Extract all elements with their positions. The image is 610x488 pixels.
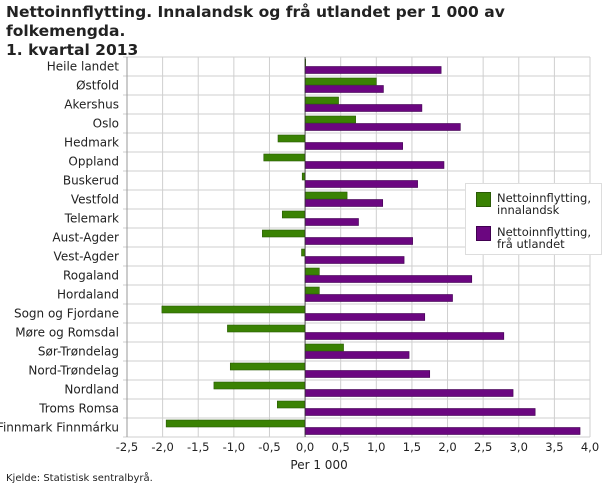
category-label: Østfold: [76, 79, 119, 93]
category-label: Sogn og Fjordane: [14, 307, 119, 321]
bar-innalandsk: [227, 324, 306, 333]
bar-innalandsk: [281, 210, 306, 219]
bar-innalandsk: [165, 419, 306, 428]
category-label: Sør-Trøndelag: [38, 345, 119, 359]
bar-utlandet: [304, 389, 514, 397]
bar-utlandet: [304, 408, 536, 416]
x-tick-label: -2,0: [151, 440, 173, 454]
x-axis-label: Per 1 000: [290, 458, 347, 472]
legend-label: Nettoinnflytting, innalandsk: [497, 191, 592, 217]
bar-utlandet: [304, 313, 426, 321]
bar-innalandsk: [213, 381, 306, 390]
bar-innalandsk: [301, 248, 306, 257]
bar-utlandet: [304, 351, 410, 359]
category-label: Akershus: [64, 98, 119, 112]
bar-innalandsk: [263, 153, 306, 162]
chart-title: Nettoinnflytting. Innalandsk og frå utla…: [6, 3, 610, 60]
x-tick-label: 1,5: [403, 440, 421, 454]
bar-innalandsk: [301, 172, 306, 181]
x-tick-label: 1,0: [367, 440, 385, 454]
category-label: Vest-Agder: [54, 250, 120, 264]
bar-utlandet: [304, 161, 445, 169]
legend: Nettoinnflytting, innalandsk Nettoinnfly…: [465, 183, 602, 255]
category-label: Oslo: [93, 117, 119, 131]
bar-innalandsk: [304, 115, 356, 124]
x-tick-label: 4,0: [581, 440, 599, 454]
category-label: Buskerud: [63, 174, 119, 188]
bar-utlandet: [304, 294, 453, 302]
legend-label: Nettoinnflytting, frå utlandet: [497, 225, 592, 251]
bar-innalandsk: [304, 96, 339, 105]
category-label: Telemark: [64, 212, 119, 226]
bar-innalandsk: [304, 77, 377, 86]
category-label: Troms Romsa: [38, 402, 119, 416]
category-label: Rogaland: [63, 269, 119, 283]
title-line-2: 1. kvartal 2013: [6, 41, 139, 59]
x-tick-label: 3,5: [545, 440, 563, 454]
bar-utlandet: [304, 104, 423, 112]
bar-utlandet: [304, 275, 473, 283]
bar-innalandsk: [229, 362, 306, 371]
x-tick-label: -1,0: [223, 440, 245, 454]
x-tick-label: -0,5: [258, 440, 280, 454]
bar-innalandsk: [276, 400, 306, 409]
title-line-1: Nettoinnflytting. Innalandsk og frå utla…: [6, 3, 505, 40]
legend-swatch: [476, 226, 491, 241]
category-label: Vestfold: [71, 193, 119, 207]
bar-utlandet: [304, 237, 413, 245]
x-tick-label: 2,5: [474, 440, 492, 454]
category-label: Nordland: [64, 383, 119, 397]
bar-innalandsk: [161, 305, 306, 314]
x-tick-label: 0,5: [332, 440, 350, 454]
bar-innalandsk: [304, 343, 344, 352]
legend-item-utlandet: Nettoinnflytting, frå utlandet: [476, 226, 601, 250]
legend-item-innalandsk: Nettoinnflytting, innalandsk: [476, 192, 601, 216]
bar-utlandet: [304, 370, 431, 378]
x-tick-label: -2,5: [116, 440, 138, 454]
category-label: Heile landet: [47, 60, 120, 74]
bar-utlandet: [304, 218, 359, 226]
category-label: Finnmark Finnmárku: [0, 421, 119, 435]
bar-utlandet: [304, 332, 505, 340]
category-label: Hedmark: [64, 136, 119, 150]
bar-utlandet: [304, 66, 442, 74]
category-label: Hordaland: [57, 288, 119, 302]
bar-innalandsk: [262, 229, 306, 238]
bar-innalandsk: [304, 267, 320, 276]
x-tick-label: 0,0: [296, 440, 314, 454]
x-tick-label: 3,0: [510, 440, 528, 454]
category-label: Aust-Agder: [52, 231, 119, 245]
bar-utlandet: [304, 199, 384, 207]
bar-innalandsk: [304, 286, 320, 295]
x-tick-label: -1,5: [187, 440, 209, 454]
category-label: Møre og Romsdal: [15, 326, 119, 340]
bar-utlandet: [304, 85, 384, 93]
bar-utlandet: [304, 142, 403, 150]
legend-swatch: [476, 192, 491, 207]
category-label: Nord-Trøndelag: [28, 364, 119, 378]
x-tick-label: 2,0: [438, 440, 456, 454]
bar-utlandet: [304, 123, 461, 131]
source-note: Kjelde: Statistisk sentralbyrå.: [6, 473, 153, 484]
category-label: Oppland: [68, 155, 119, 169]
bar-utlandet: [304, 256, 405, 264]
bar-innalandsk: [277, 134, 306, 143]
bar-utlandet: [304, 180, 418, 188]
bar-innalandsk: [304, 191, 348, 200]
bar-utlandet: [304, 427, 581, 435]
